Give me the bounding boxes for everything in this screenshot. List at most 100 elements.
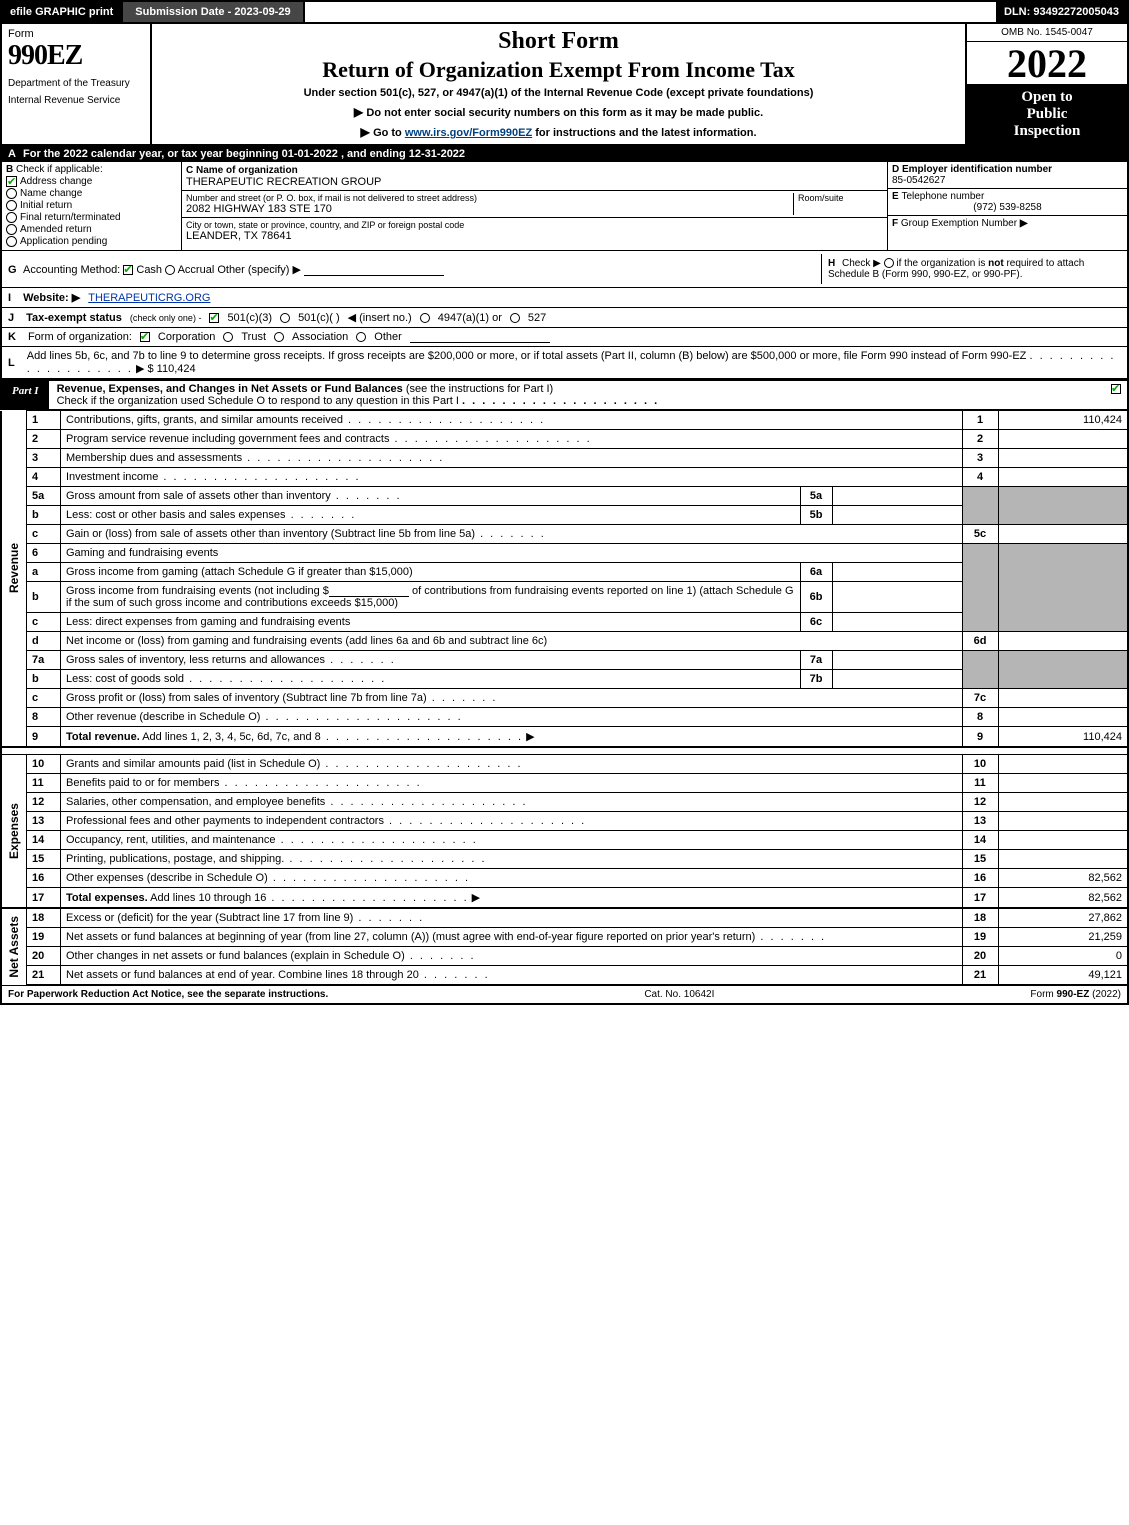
chk-lbl: Final return/terminated — [20, 212, 121, 223]
chk-h[interactable] — [884, 258, 894, 268]
line-k: K Form of organization: Corporation Trus… — [0, 328, 1129, 347]
line-9: 9Total revenue. Add lines 1, 2, 3, 4, 5c… — [1, 727, 1128, 748]
room-label: Room/suite — [798, 193, 883, 203]
dept-treasury: Department of the Treasury — [8, 78, 144, 89]
efile-print-button[interactable]: efile GRAPHIC print — [2, 2, 123, 22]
col-b: B Check if applicable: Address change Na… — [2, 162, 182, 250]
line-6b: bGross income from fundraising events (n… — [1, 582, 1128, 613]
part1-header: Part I Revenue, Expenses, and Changes in… — [0, 380, 1129, 410]
entity-block: B Check if applicable: Address change Na… — [0, 162, 1129, 251]
c-name-row: C Name of organization THERAPEUTIC RECRE… — [182, 162, 887, 191]
row-gh: G Accounting Method: Cash Accrual Other … — [0, 251, 1129, 288]
header-left: Form 990EZ Department of the Treasury In… — [2, 24, 152, 144]
chk-name-change[interactable]: Name change — [6, 188, 177, 199]
chk-application-pending[interactable]: Application pending — [6, 236, 177, 247]
chk-assoc[interactable] — [274, 332, 284, 342]
cat-no: Cat. No. 10642I — [328, 989, 1030, 1000]
vlabel-revenue: Revenue — [1, 411, 27, 727]
instr1-text: Do not enter social security numbers on … — [366, 107, 763, 119]
omb-number: OMB No. 1545-0047 — [967, 24, 1127, 42]
chk-cash[interactable] — [123, 265, 133, 275]
letter-c: C — [186, 165, 196, 176]
line-7a: 7aGross sales of inventory, less returns… — [1, 651, 1128, 670]
chk-corp[interactable] — [140, 332, 150, 342]
letter-b: B — [6, 164, 13, 175]
f-label: Group Exemption Number — [901, 218, 1017, 229]
irs-link[interactable]: www.irs.gov/Form990EZ — [405, 127, 532, 139]
dots-icon — [462, 395, 659, 407]
line-5b: bLess: cost or other basis and sales exp… — [1, 506, 1128, 525]
chk-lbl: Name change — [20, 188, 82, 199]
g-other-blank[interactable] — [304, 264, 444, 276]
part1-tag: Part I — [2, 381, 49, 409]
j-o2: 501(c)( ) — [298, 312, 340, 324]
line-7b: bLess: cost of goods sold7b — [1, 670, 1128, 689]
line-6c: cLess: direct expenses from gaming and f… — [1, 613, 1128, 632]
open1: Open to — [969, 89, 1125, 106]
k-label: Form of organization: — [28, 331, 132, 343]
chk-accrual[interactable] — [165, 265, 175, 275]
form-number: 990EZ — [8, 40, 144, 72]
i-label: Website: ▶ — [23, 291, 80, 304]
chk-other[interactable] — [356, 332, 366, 342]
line-17: 17Total expenses. Add lines 10 through 1… — [1, 888, 1128, 909]
line-l: L Add lines 5b, 6c, and 7b to line 9 to … — [0, 347, 1129, 380]
chk-trust[interactable] — [223, 332, 233, 342]
chk-527[interactable] — [510, 313, 520, 323]
chk-lbl: Amended return — [20, 224, 92, 235]
city-value: LEANDER, TX 78641 — [186, 230, 883, 242]
checkbox-icon — [6, 224, 17, 235]
chk-501c3[interactable] — [209, 313, 219, 323]
line-13: 13Professional fees and other payments t… — [1, 812, 1128, 831]
line-5c: cGain or (loss) from sale of assets othe… — [1, 525, 1128, 544]
chk-501c[interactable] — [280, 313, 290, 323]
chk-amended-return[interactable]: Amended return — [6, 224, 177, 235]
chk-lbl: Application pending — [20, 236, 107, 247]
chk-lbl: Address change — [20, 176, 92, 187]
line-h: H Check ▶ if the organization is not req… — [821, 254, 1121, 284]
line-14: 14Occupancy, rent, utilities, and mainte… — [1, 831, 1128, 850]
chk-address-change[interactable]: Address change — [6, 176, 177, 187]
k-trust: Trust — [241, 331, 266, 343]
separator — [1, 747, 1128, 755]
line-4: 4Investment income4 — [1, 468, 1128, 487]
l-text: Add lines 5b, 6c, and 7b to line 9 to de… — [27, 350, 1027, 362]
l-amount: $ 110,424 — [148, 363, 196, 375]
part1-used-o[interactable] — [1105, 381, 1127, 409]
line-7c: cGross profit or (loss) from sales of in… — [1, 689, 1128, 708]
line-21: 21Net assets or fund balances at end of … — [1, 966, 1128, 985]
website-link[interactable]: THERAPEUTICRG.ORG — [88, 292, 210, 304]
h-a: Check ▶ — [842, 258, 881, 269]
g-cash: Cash — [136, 264, 162, 276]
open3: Inspection — [969, 123, 1125, 140]
line-a: A For the 2022 calendar year, or tax yea… — [0, 146, 1129, 162]
line-11: 11Benefits paid to or for members11 — [1, 774, 1128, 793]
b-label: Check if applicable: — [16, 164, 103, 175]
instr2a: Go to — [373, 127, 405, 139]
k-other-blank[interactable] — [410, 331, 550, 343]
line-20: 20Other changes in net assets or fund ba… — [1, 947, 1128, 966]
chk-4947[interactable] — [420, 313, 430, 323]
c-city-row: City or town, state or province, country… — [182, 218, 887, 244]
form-ref: Form 990-EZ (2022) — [1030, 989, 1121, 1000]
tax-year: 2022 — [967, 42, 1127, 85]
checkbox-icon — [6, 212, 17, 223]
under-section: Under section 501(c), 527, or 4947(a)(1)… — [160, 87, 957, 99]
chk-final-return[interactable]: Final return/terminated — [6, 212, 177, 223]
col-c: C Name of organization THERAPEUTIC RECRE… — [182, 162, 887, 250]
line-15: 15Printing, publications, postage, and s… — [1, 850, 1128, 869]
f-group-exemption: F Group Exemption Number ▶ — [888, 216, 1127, 250]
street-value: 2082 HIGHWAY 183 STE 170 — [186, 203, 793, 215]
line-g: G Accounting Method: Cash Accrual Other … — [8, 263, 444, 276]
instr-goto: ▶ Go to www.irs.gov/Form990EZ for instru… — [160, 125, 957, 139]
chk-initial-return[interactable]: Initial return — [6, 200, 177, 211]
d-ein: D Employer identification number 85-0542… — [888, 162, 1127, 189]
line-a-text: For the 2022 calendar year, or tax year … — [23, 148, 465, 160]
line-10: Expenses 10Grants and similar amounts pa… — [1, 755, 1128, 774]
checkbox-icon — [6, 200, 17, 211]
line-6a: aGross income from gaming (attach Schedu… — [1, 563, 1128, 582]
form-header: Form 990EZ Department of the Treasury In… — [0, 22, 1129, 146]
checkbox-icon — [6, 176, 17, 187]
line-6: 6Gaming and fundraising events — [1, 544, 1128, 563]
h-not: not — [988, 258, 1004, 269]
